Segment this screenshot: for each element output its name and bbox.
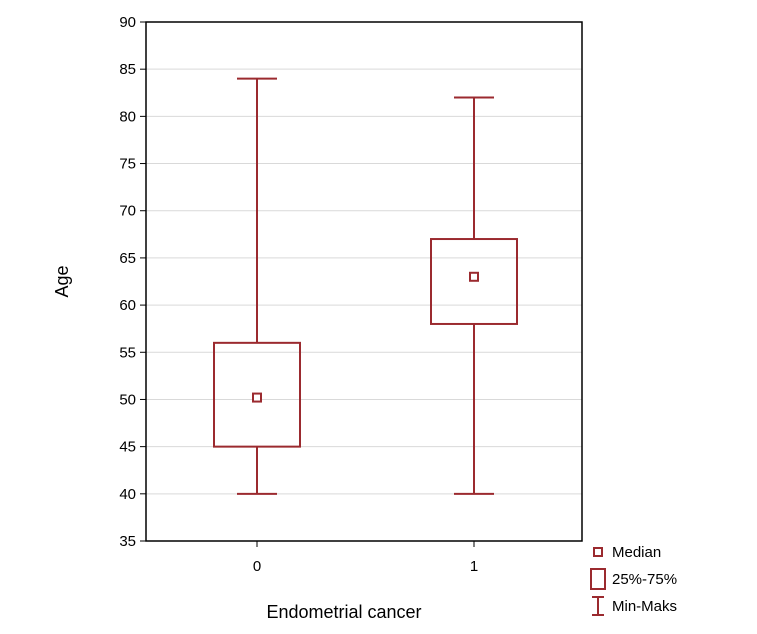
median-marker [252,392,262,403]
x-tick-label: 0 [253,558,261,575]
legend-median-icon [593,547,603,557]
y-tick-label: 35 [119,533,136,550]
legend-label: Median [612,544,661,561]
y-tick-label: 90 [119,14,136,31]
iqr-box [430,238,518,325]
y-tick-label: 80 [119,108,136,125]
y-tick-label: 45 [119,439,136,456]
y-tick-label: 85 [119,61,136,78]
axis-ticks: 35 40 45 50 55 60 65 70 75 80 85 90 0 1 [119,14,478,575]
y-tick-label: 55 [119,344,136,361]
box-0 [213,77,301,495]
y-tick-label: 65 [119,250,136,267]
iqr-box [213,341,301,448]
boxes [213,77,518,495]
x-tick-label: 1 [470,558,478,575]
legend-item: Median [593,544,661,561]
y-tick-label: 70 [119,203,136,220]
legend-box-icon [590,568,606,590]
legend-label: 25%-75% [612,571,677,588]
legend-label: Min-Maks [612,598,677,615]
y-tick-label: 50 [119,391,136,408]
y-tick-label: 60 [119,297,136,314]
legend-item: Min-Maks [592,596,677,616]
y-tick-label: 75 [119,156,136,173]
x-axis-title: Endometrial cancer [266,602,421,622]
median-marker [469,271,479,282]
legend: Median 25%-75% Min-Maks [590,544,677,616]
y-axis-title: Age [52,265,72,297]
legend-item: 25%-75% [590,568,677,590]
y-tick-label: 40 [119,486,136,503]
box-1 [430,96,518,495]
plot-area-frame [145,21,583,542]
